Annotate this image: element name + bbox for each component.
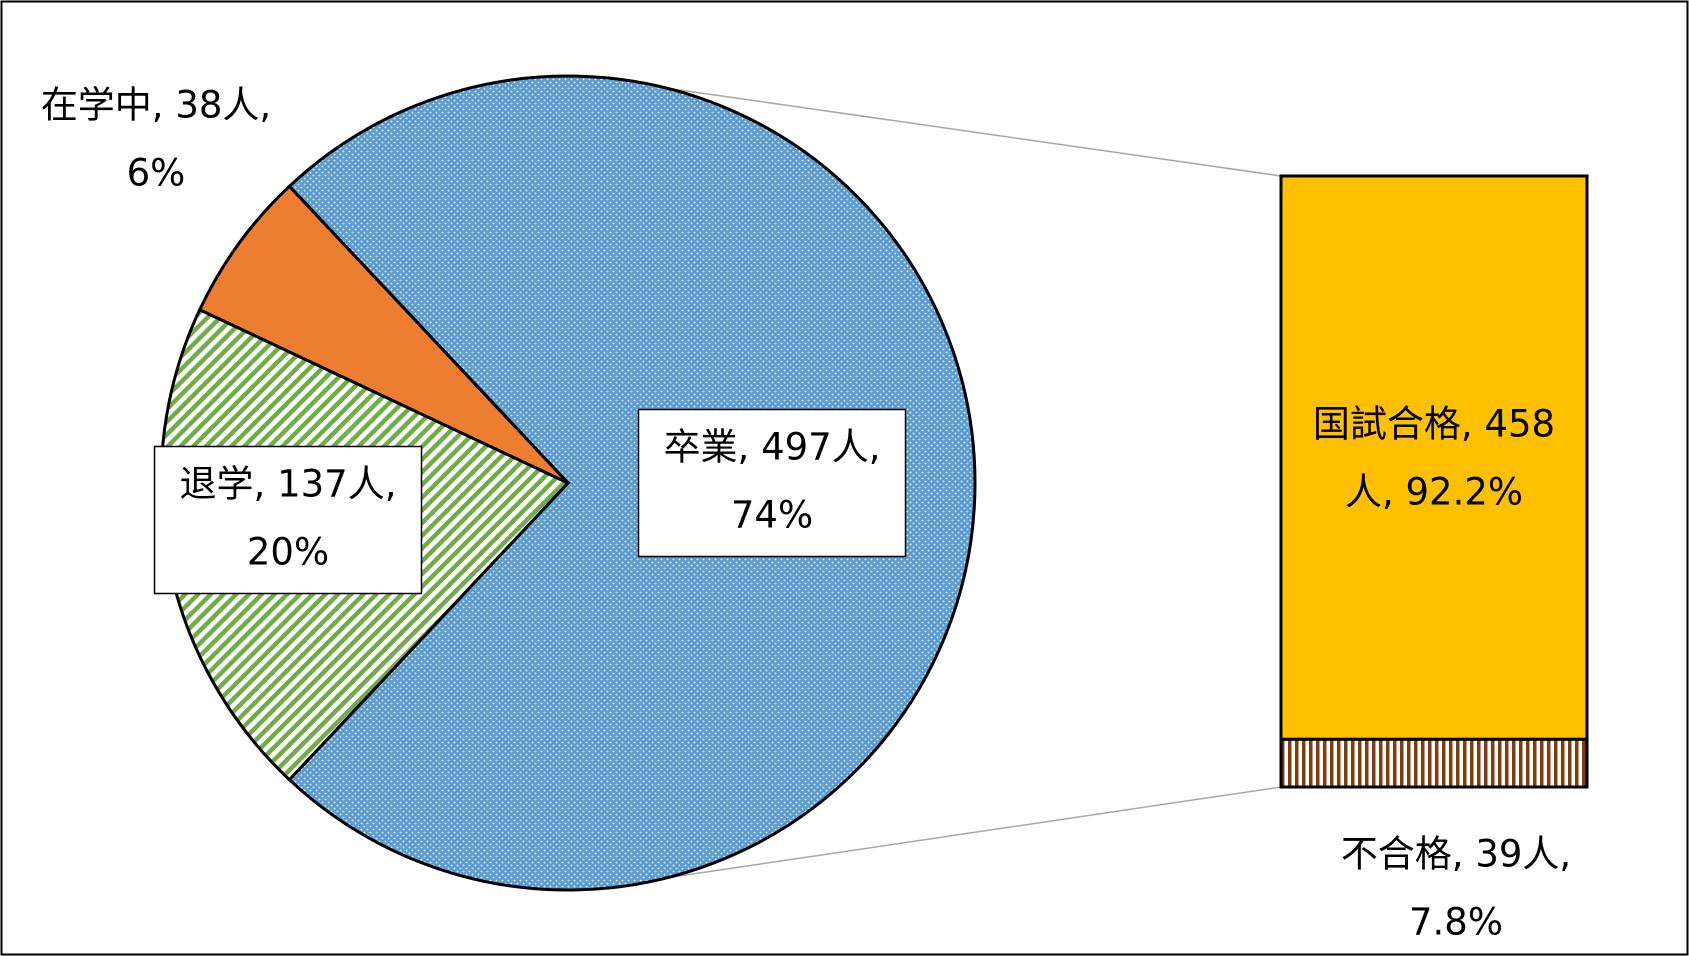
data-label: 6%: [127, 152, 186, 195]
data-label: 人, 92.2%: [1345, 471, 1523, 514]
data-label: 卒業, 497人,: [664, 426, 881, 469]
data-label: 74%: [731, 494, 813, 537]
data-label: 在学中, 38人,: [41, 84, 271, 127]
bar-segment: [1279, 174, 1589, 741]
data-label-box: [637, 408, 907, 558]
bar-segment: [1279, 737, 1589, 789]
connector-line: [666, 786, 1282, 879]
data-label: 退学, 137人,: [180, 463, 397, 506]
pie-slice: [197, 184, 570, 485]
data-label: 国試合格, 458: [1313, 403, 1555, 446]
data-label: 不合格, 39人,: [1341, 833, 1571, 876]
connector-line: [666, 87, 1282, 177]
data-label-box: [153, 445, 423, 595]
pie-slice: [287, 74, 977, 892]
data-label: 20%: [247, 531, 329, 574]
data-label: 7.8%: [1409, 901, 1503, 944]
